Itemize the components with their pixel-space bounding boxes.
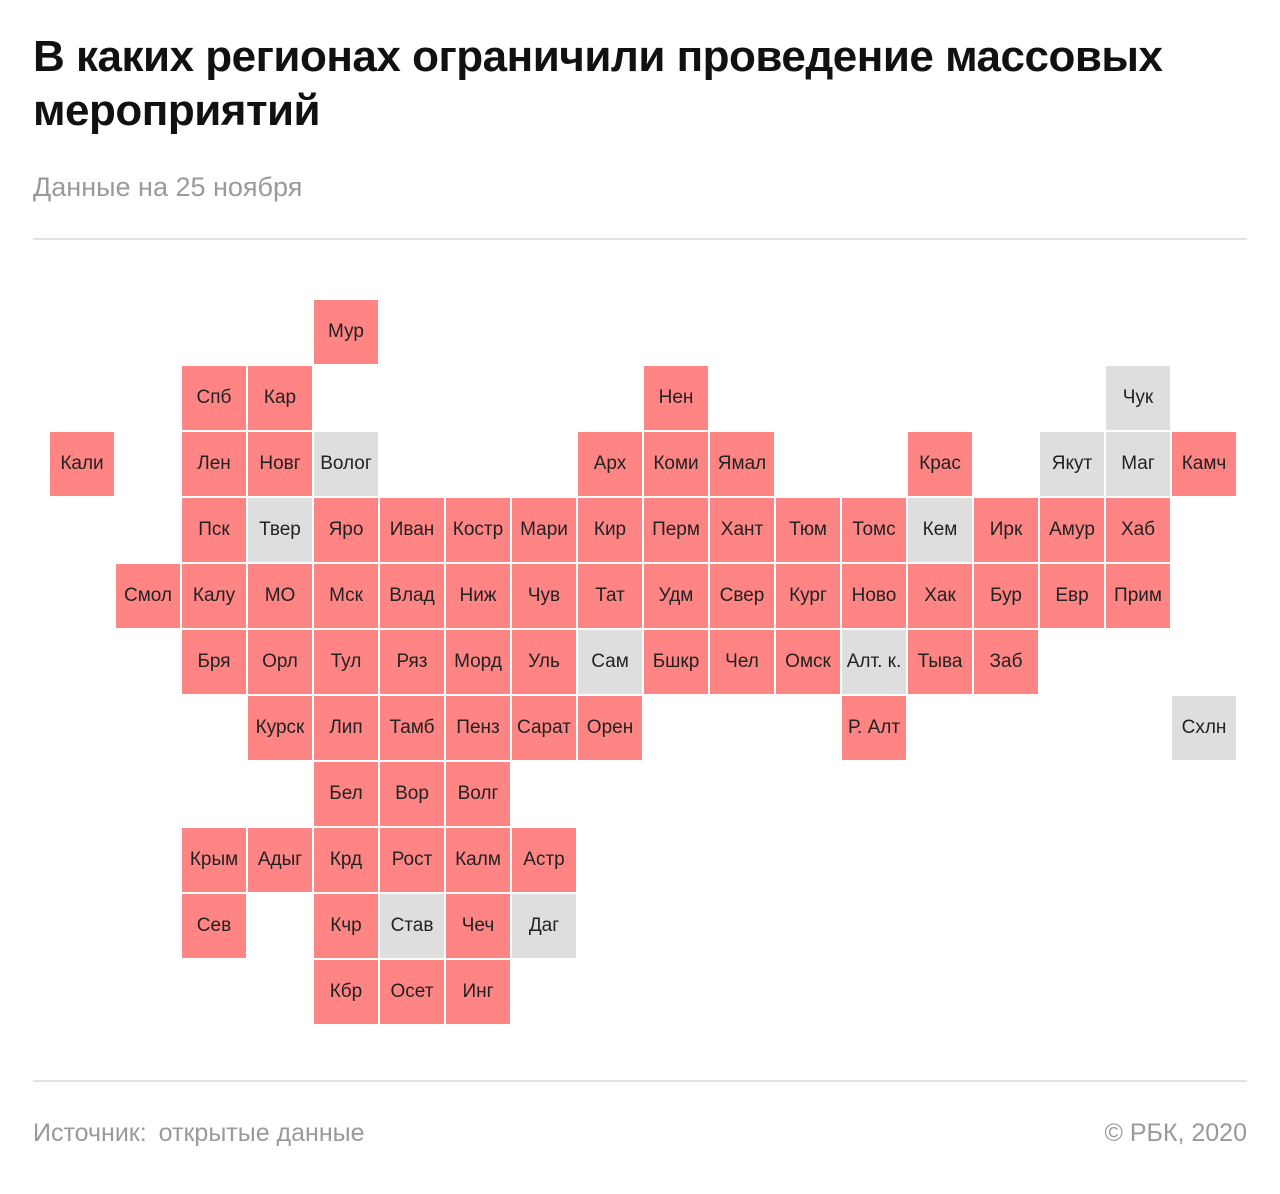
- region-tile: Калм: [446, 828, 510, 892]
- region-tile: Рост: [380, 828, 444, 892]
- source-label: Источник:: [33, 1119, 147, 1147]
- region-tile: Якут: [1040, 432, 1104, 496]
- region-tile: Чел: [710, 630, 774, 694]
- top-divider: [33, 238, 1247, 240]
- region-tile: Схлн: [1172, 696, 1236, 760]
- region-tile: Тат: [578, 564, 642, 628]
- region-tile: Тюм: [776, 498, 840, 562]
- region-tile: Томс: [842, 498, 906, 562]
- region-tile: Бшкр: [644, 630, 708, 694]
- region-tile: Сам: [578, 630, 642, 694]
- region-tile: Морд: [446, 630, 510, 694]
- region-tile: Кем: [908, 498, 972, 562]
- region-tile: Удм: [644, 564, 708, 628]
- region-tile: Заб: [974, 630, 1038, 694]
- region-tile: Коми: [644, 432, 708, 496]
- region-tile: Мари: [512, 498, 576, 562]
- region-tile: Ново: [842, 564, 906, 628]
- region-tile: Астр: [512, 828, 576, 892]
- region-tile: Прим: [1106, 564, 1170, 628]
- region-tile: Ниж: [446, 564, 510, 628]
- region-tile: Влад: [380, 564, 444, 628]
- region-tile: Маг: [1106, 432, 1170, 496]
- region-tile: Лен: [182, 432, 246, 496]
- region-tile: Спб: [182, 366, 246, 430]
- region-tile: Арх: [578, 432, 642, 496]
- region-tile: Кчр: [314, 894, 378, 958]
- region-tile: Осет: [380, 960, 444, 1024]
- region-tile: Крым: [182, 828, 246, 892]
- region-tile: Сев: [182, 894, 246, 958]
- region-tile: Костр: [446, 498, 510, 562]
- region-tile: Курск: [248, 696, 312, 760]
- region-tile: Кир: [578, 498, 642, 562]
- region-tile: Адыг: [248, 828, 312, 892]
- region-tile: Бур: [974, 564, 1038, 628]
- bottom-divider: [33, 1080, 1247, 1082]
- region-tile: Тул: [314, 630, 378, 694]
- region-tile: Орен: [578, 696, 642, 760]
- region-tile: Омск: [776, 630, 840, 694]
- region-tile: Ямал: [710, 432, 774, 496]
- region-tile: Ряз: [380, 630, 444, 694]
- region-tile: Смол: [116, 564, 180, 628]
- region-tile: Пенз: [446, 696, 510, 760]
- region-tile: Волг: [446, 762, 510, 826]
- region-tile: Алт. к.: [842, 630, 906, 694]
- region-tile: Камч: [1172, 432, 1236, 496]
- region-tile: Крд: [314, 828, 378, 892]
- region-tile: Волог: [314, 432, 378, 496]
- region-tile: Мск: [314, 564, 378, 628]
- region-tile: Кар: [248, 366, 312, 430]
- region-tile: Чеч: [446, 894, 510, 958]
- region-tile: Лип: [314, 696, 378, 760]
- region-tile: Евр: [1040, 564, 1104, 628]
- region-tile: Твер: [248, 498, 312, 562]
- region-tile: Сарат: [512, 696, 576, 760]
- source-note: Источник: открытые данные: [33, 1117, 365, 1149]
- region-tile: Кбр: [314, 960, 378, 1024]
- region-tile: МО: [248, 564, 312, 628]
- region-tile: Вор: [380, 762, 444, 826]
- region-tile: Хант: [710, 498, 774, 562]
- region-tile: Даг: [512, 894, 576, 958]
- region-tile: Р. Алт: [842, 696, 906, 760]
- region-tile: Иван: [380, 498, 444, 562]
- credit: © РБК, 2020: [1104, 1119, 1247, 1147]
- region-tile: Нен: [644, 366, 708, 430]
- region-tile: Кали: [50, 432, 114, 496]
- region-tile: Уль: [512, 630, 576, 694]
- region-tile: Став: [380, 894, 444, 958]
- region-tile: Тыва: [908, 630, 972, 694]
- region-tile: Чук: [1106, 366, 1170, 430]
- region-tile: Пск: [182, 498, 246, 562]
- chart-title: В каких регионах ограничили проведение м…: [33, 32, 1163, 135]
- region-tile: Перм: [644, 498, 708, 562]
- region-tile: Бря: [182, 630, 246, 694]
- region-tile: Бел: [314, 762, 378, 826]
- region-tile: Инг: [446, 960, 510, 1024]
- region-tile: Яро: [314, 498, 378, 562]
- region-tile: Калу: [182, 564, 246, 628]
- region-tile: Хаб: [1106, 498, 1170, 562]
- region-tile: Новг: [248, 432, 312, 496]
- region-tile: Амур: [1040, 498, 1104, 562]
- region-tile: Свер: [710, 564, 774, 628]
- region-tile: Орл: [248, 630, 312, 694]
- region-tile: Хак: [908, 564, 972, 628]
- region-tile: Чув: [512, 564, 576, 628]
- region-tile: Ирк: [974, 498, 1038, 562]
- region-tile: Мур: [314, 300, 378, 364]
- region-tile: Кург: [776, 564, 840, 628]
- source-value: открытые данные: [158, 1119, 365, 1147]
- chart-subtitle: Данные на 25 ноября: [33, 172, 303, 202]
- region-tile: Тамб: [380, 696, 444, 760]
- region-tile: Крас: [908, 432, 972, 496]
